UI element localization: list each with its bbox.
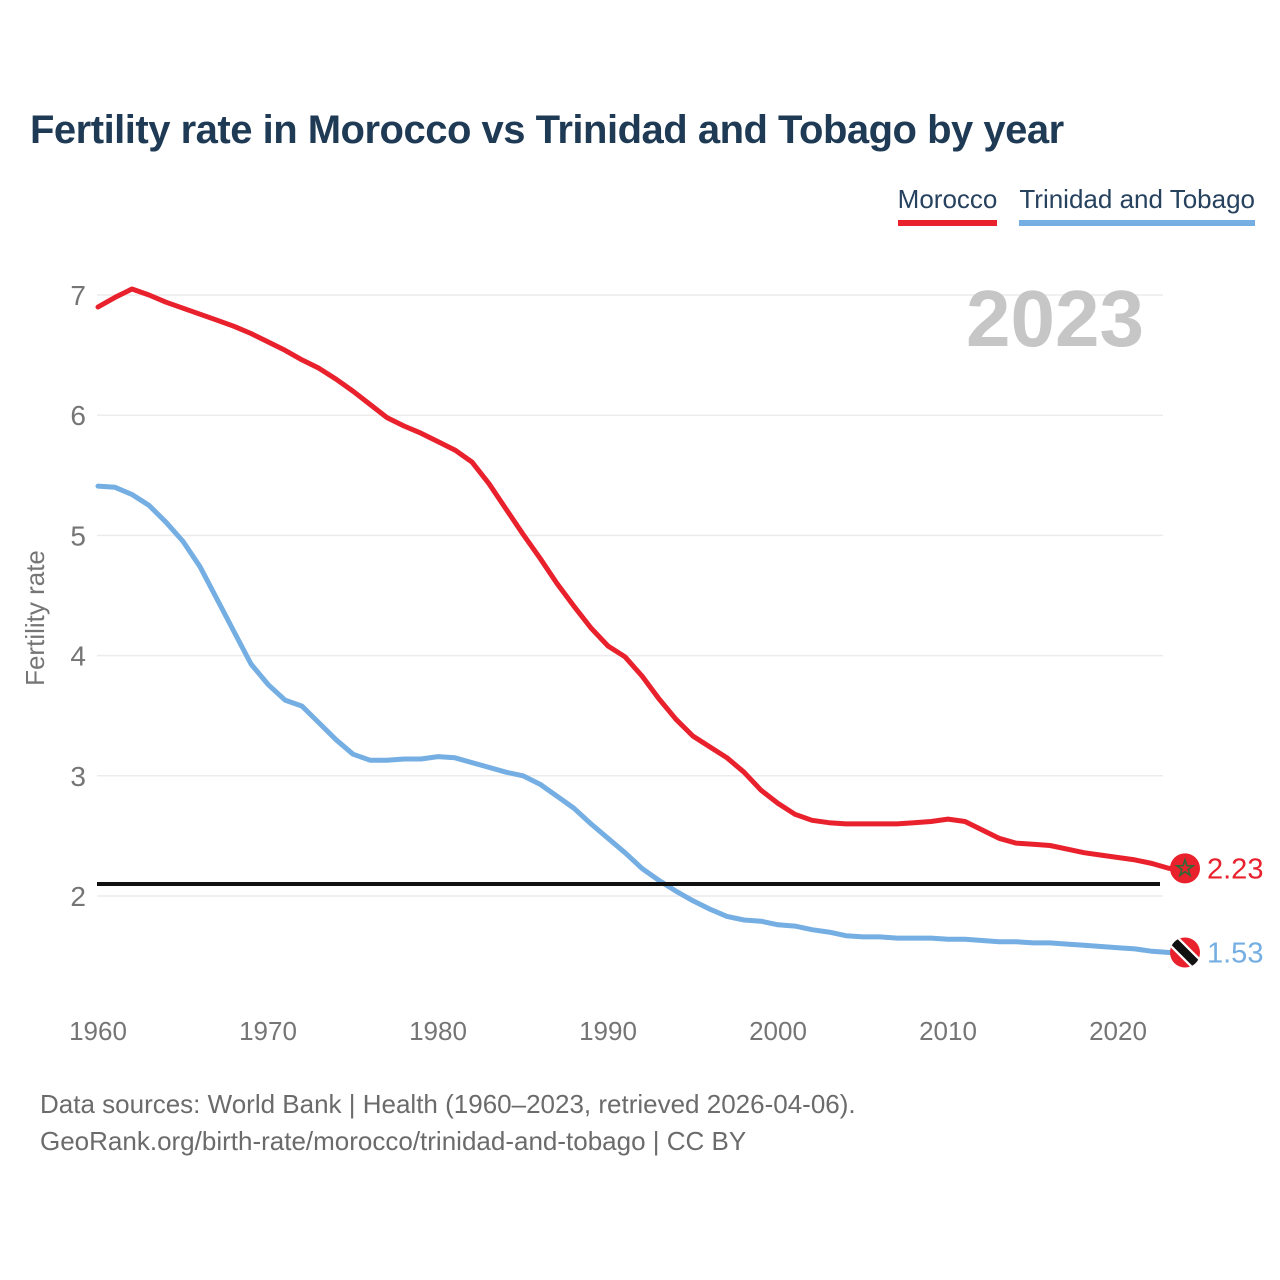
legend-label-trinidad-and-tobago: Trinidad and Tobago [1019,184,1255,214]
trinidad-and-tobago-flag-icon [1170,937,1200,968]
end-value-morocco: 2.23 [1207,853,1263,885]
series-line-trinidad-and-tobago [95,483,1174,955]
series-lines [95,286,1174,955]
footer-attribution-line: GeoRank.org/birth-rate/morocco/trinidad-… [40,1126,747,1156]
diagonal-band-icon [1170,937,1200,968]
x-tick-label: 2010 [919,1016,977,1046]
x-tick-label: 1960 [69,1016,127,1046]
y-tick-label: 7 [70,280,86,311]
gridlines-and-ticks: 2 3 4 5 6 7 1960 1970 1980 1990 2000 2010 2020 [69,280,1163,1046]
end-value-trinidad-and-tobago: 1.53 [1207,938,1263,970]
x-tick-label: 1980 [409,1016,467,1046]
y-tick-label: 3 [70,761,86,792]
page-title: Fertility rate in Morocco vs Trinidad an… [30,108,1064,152]
y-tick-label: 2 [70,881,86,912]
x-tick-label: 2000 [749,1016,807,1046]
watermark-year: 2023 [966,274,1144,363]
footer: Data sources: World Bank | Health (1960–… [40,1086,856,1160]
y-tick-label: 4 [70,641,86,672]
morocco-flag-icon [1170,853,1200,884]
x-tick-label: 1990 [579,1016,637,1046]
pentagram-star-icon [1174,857,1196,878]
footer-sources-line: Data sources: World Bank | Health (1960–… [40,1089,856,1119]
y-tick-label: 5 [70,520,86,551]
legend-item-morocco[interactable]: Morocco [897,184,998,226]
y-axis-label: Fertility rate [20,550,50,686]
x-tick-label: 1970 [239,1016,297,1046]
legend-item-trinidad-and-tobago[interactable]: Trinidad and Tobago [1019,184,1255,226]
y-tick-label: 6 [70,400,86,431]
series-line-morocco [95,286,1174,871]
legend-label-morocco: Morocco [897,184,998,214]
legend: Morocco Trinidad and Tobago [897,184,1255,226]
x-tick-label: 2020 [1089,1016,1147,1046]
